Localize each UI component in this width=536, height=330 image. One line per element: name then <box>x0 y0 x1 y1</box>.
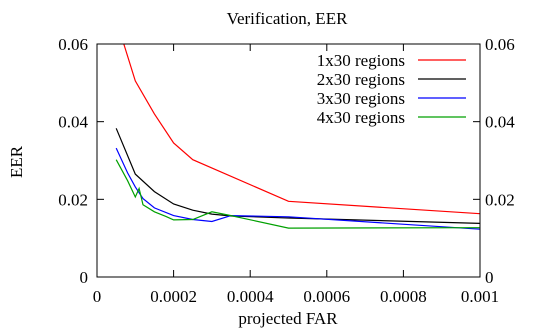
legend-label-3: 3x30 regions <box>317 89 405 108</box>
y-tick-label-right: 0.02 <box>485 190 515 209</box>
y-tick-label: 0 <box>80 268 89 287</box>
x-axis-label: projected FAR <box>238 309 338 328</box>
x-tick-label: 0.001 <box>461 287 499 306</box>
chart-title: Verification, EER <box>227 9 349 28</box>
y-tick-label: 0.04 <box>58 113 88 132</box>
plot-frame <box>96 43 481 278</box>
x-tick-label: 0.0002 <box>150 287 197 306</box>
y-tick-label: 0.06 <box>58 35 88 54</box>
y-tick-label: 0.02 <box>58 190 88 209</box>
x-tick-label: 0 <box>93 287 102 306</box>
series-line-4 <box>115 159 480 229</box>
y-tick-label-right: 0 <box>485 268 494 287</box>
x-tick-label: 0.0008 <box>380 287 427 306</box>
x-tick-label: 0.0004 <box>227 287 274 306</box>
legend-label-1: 1x30 regions <box>317 51 405 70</box>
series-line-3 <box>115 147 480 230</box>
y-tick-label-right: 0.04 <box>485 113 515 132</box>
series-line-2 <box>115 128 480 224</box>
y-tick-label-right: 0.06 <box>485 35 515 54</box>
legend-label-4: 4x30 regions <box>317 108 405 127</box>
x-tick-label: 0.0006 <box>303 287 350 306</box>
series-line-1 <box>123 44 480 215</box>
y-axis-label: EER <box>7 145 26 178</box>
legend-label-2: 2x30 regions <box>317 70 405 89</box>
series-layer <box>115 44 480 230</box>
